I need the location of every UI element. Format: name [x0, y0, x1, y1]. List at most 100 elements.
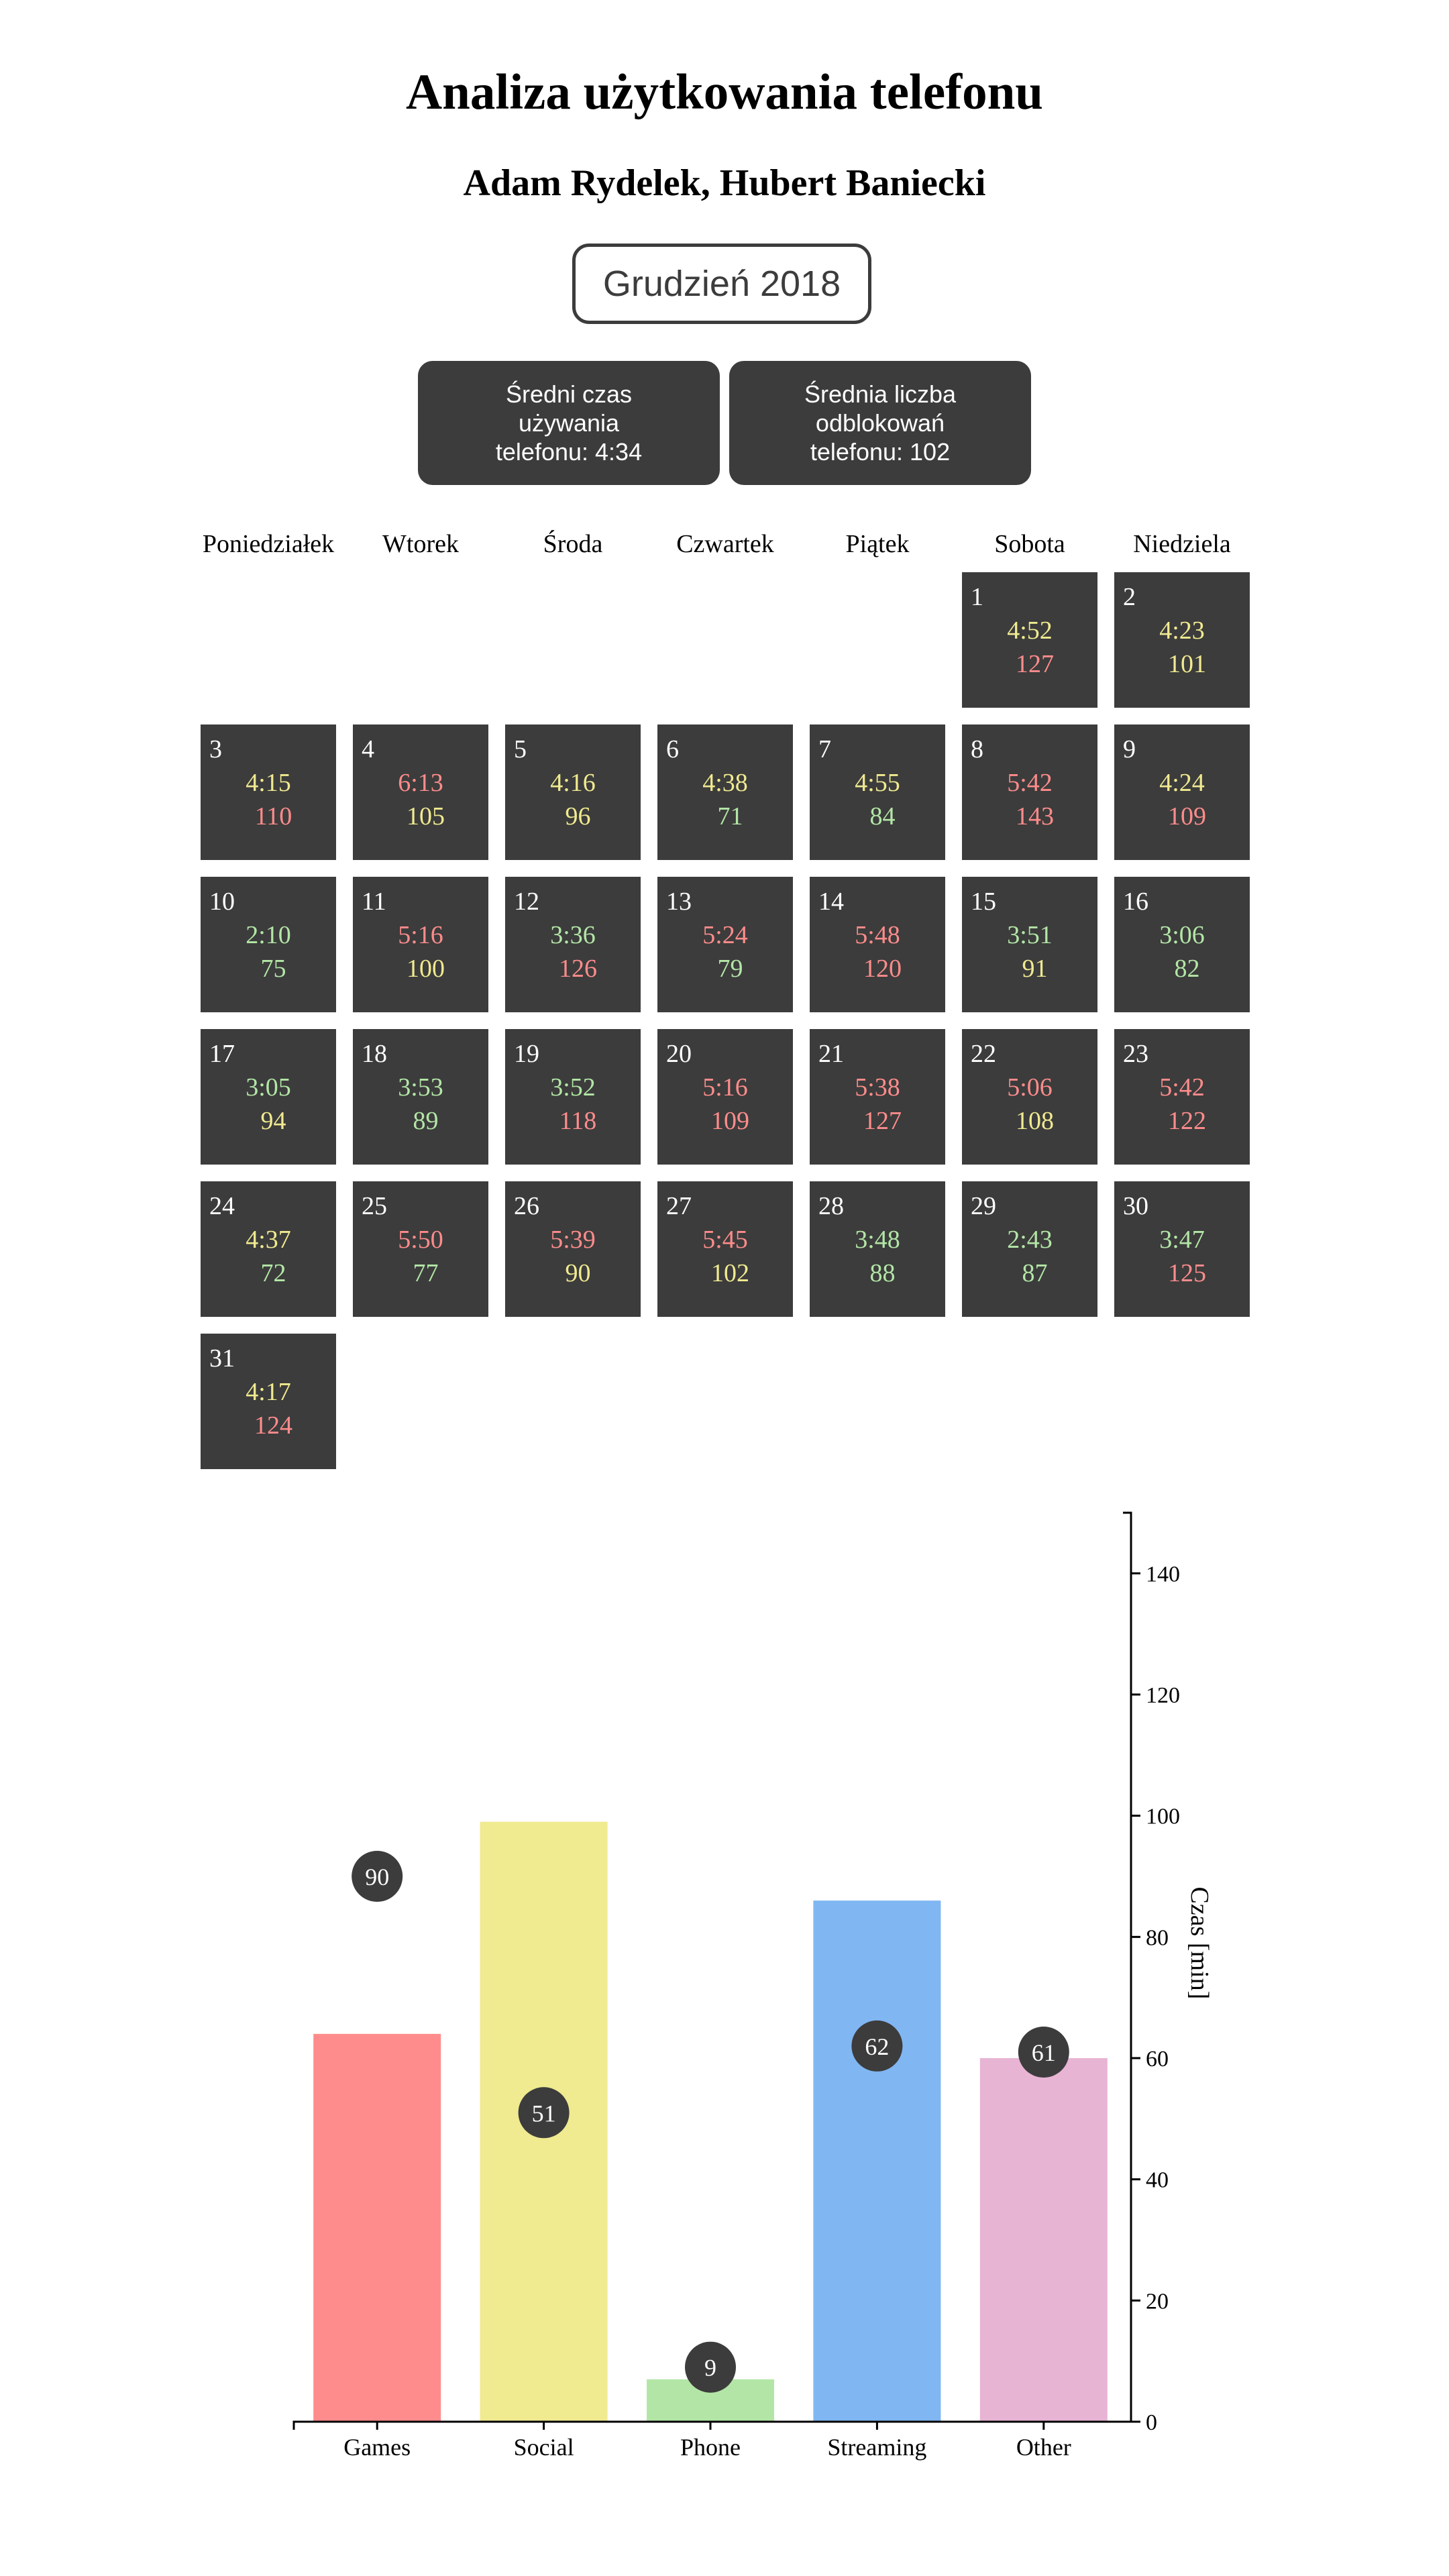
calendar-day-tile[interactable]: 20 5:16 109 [657, 1029, 793, 1165]
day-usage-time: 4:37 [246, 1226, 291, 1254]
calendar-day-tile[interactable]: 31 4:17 124 [201, 1334, 336, 1469]
day-number: 6 [666, 735, 679, 763]
day-unlock-count: 96 [565, 802, 591, 830]
day-unlock-count: 102 [711, 1259, 749, 1287]
value-bubble-label: 51 [532, 2100, 556, 2127]
day-usage-time: 4:15 [246, 769, 291, 797]
day-unlock-count: 87 [1022, 1259, 1048, 1287]
day-usage-time: 3:36 [550, 921, 596, 949]
day-usage-time: 5:42 [1159, 1073, 1205, 1102]
weekday-label: Środa [543, 530, 603, 558]
calendar-day-tile[interactable]: 15 3:51 91 [962, 877, 1097, 1012]
day-usage-time: 3:48 [855, 1226, 900, 1254]
day-usage-time: 3:06 [1159, 921, 1205, 949]
day-usage-time: 2:10 [246, 921, 291, 949]
calendar-day-tile[interactable]: 18 3:53 89 [353, 1029, 488, 1165]
calendar-day-tile[interactable]: 13 5:24 79 [657, 877, 793, 1012]
day-number: 4 [362, 735, 374, 763]
day-usage-time: 5:48 [855, 921, 900, 949]
value-bubble [851, 2020, 903, 2072]
day-unlock-count: 72 [260, 1259, 286, 1287]
x-tick-label: Streaming [827, 2434, 926, 2461]
calendar-day-tile[interactable]: 30 3:47 125 [1114, 1181, 1250, 1317]
calendar-day-tile[interactable]: 14 5:48 120 [810, 877, 945, 1012]
day-number: 10 [209, 888, 235, 916]
calendar-day-tile[interactable]: 6 4:38 71 [657, 724, 793, 860]
calendar-day-tile[interactable]: 11 5:16 100 [353, 877, 488, 1012]
y-tick-label: 140 [1146, 1562, 1180, 1587]
month-selector-button[interactable]: Grudzień 2018 [572, 244, 871, 324]
weekday-label: Poniedziałek [202, 530, 335, 558]
day-unlock-count: 77 [413, 1259, 439, 1287]
day-unlock-count: 82 [1174, 955, 1200, 983]
day-number: 27 [666, 1192, 692, 1220]
day-number: 5 [514, 735, 527, 763]
calendar-day-tile[interactable]: 17 3:05 94 [201, 1029, 336, 1165]
day-usage-time: 3:51 [1007, 921, 1053, 949]
y-axis-label: Czas [min] [1185, 1886, 1214, 1999]
day-usage-time: 4:55 [855, 769, 900, 797]
calendar-day-tile[interactable]: 16 3:06 82 [1114, 877, 1250, 1012]
value-bubble [352, 1851, 403, 1902]
calendar-day-tile[interactable]: 23 5:42 122 [1114, 1029, 1250, 1165]
day-number: 3 [209, 735, 222, 763]
calendar-day-tile[interactable]: 12 3:36 126 [505, 877, 641, 1012]
calendar-day-tile[interactable]: 25 5:50 77 [353, 1181, 488, 1317]
y-tick-label: 0 [1146, 2410, 1157, 2435]
x-tick-label: Phone [680, 2434, 741, 2461]
calendar-day-tile[interactable]: 7 4:55 84 [810, 724, 945, 860]
avg-time-text: Średni czas używania telefonu: 4:34 [495, 380, 643, 466]
bar-games [313, 2033, 441, 2422]
weekday-label: Niedziela [1133, 530, 1231, 558]
day-usage-time: 5:38 [855, 1073, 900, 1102]
value-bubble-label: 9 [704, 2355, 716, 2381]
day-unlock-count: 101 [1168, 650, 1206, 678]
weekday-label: Wtorek [382, 530, 459, 558]
calendar-day-tile[interactable]: 24 4:37 72 [201, 1181, 336, 1317]
day-unlock-count: 127 [1016, 650, 1054, 678]
x-tick-label: Other [1016, 2434, 1071, 2461]
day-unlock-count: 79 [717, 955, 743, 983]
day-number: 2 [1123, 583, 1136, 611]
day-unlock-count: 120 [863, 955, 902, 983]
day-unlock-count: 126 [559, 955, 597, 983]
day-number: 28 [818, 1192, 844, 1220]
calendar-day-tile[interactable]: 26 5:39 90 [505, 1181, 641, 1317]
calendar-day-tile[interactable]: 4 6:13 105 [353, 724, 488, 860]
calendar-day-tile[interactable]: 21 5:38 127 [810, 1029, 945, 1165]
calendar-day-tile[interactable]: 3 4:15 110 [201, 724, 336, 860]
avg-unlocks-text: Średnia liczba odblokowań telefonu: 102 [804, 380, 957, 466]
calendar-day-tile[interactable]: 10 2:10 75 [201, 877, 336, 1012]
value-bubble [1018, 2026, 1069, 2078]
calendar-day-tile[interactable]: 27 5:45 102 [657, 1181, 793, 1317]
y-tick-label: 120 [1146, 1683, 1180, 1708]
day-unlock-count: 122 [1168, 1107, 1206, 1135]
avg-time-card: Średni czas używania telefonu: 4:34 [418, 361, 720, 485]
day-unlock-count: 118 [559, 1107, 597, 1135]
day-number: 26 [514, 1192, 539, 1220]
calendar-day-tile[interactable]: 1 4:52 127 [962, 572, 1097, 708]
value-bubble-label: 61 [1032, 2039, 1056, 2066]
day-number: 17 [209, 1040, 235, 1068]
y-tick-label: 100 [1146, 1805, 1180, 1829]
x-axis-line [292, 2420, 1131, 2430]
weekday-label: Czwartek [676, 530, 774, 558]
day-usage-time: 3:52 [550, 1073, 596, 1102]
bar-streaming [813, 1900, 941, 2422]
day-usage-time: 5:24 [702, 921, 748, 949]
day-unlock-count: 90 [565, 1259, 591, 1287]
calendar-day-tile[interactable]: 5 4:16 96 [505, 724, 641, 860]
calendar-day-tile[interactable]: 19 3:52 118 [505, 1029, 641, 1165]
calendar-day-tile[interactable]: 22 5:06 108 [962, 1029, 1097, 1165]
day-unlock-count: 127 [863, 1107, 902, 1135]
day-usage-time: 5:06 [1007, 1073, 1053, 1102]
day-number: 29 [971, 1192, 996, 1220]
calendar-day-tile[interactable]: 28 3:48 88 [810, 1181, 945, 1317]
calendar-day-tile[interactable]: 9 4:24 109 [1114, 724, 1250, 860]
day-unlock-count: 108 [1016, 1107, 1054, 1135]
calendar-day-tile[interactable]: 29 2:43 87 [962, 1181, 1097, 1317]
day-usage-time: 2:43 [1007, 1226, 1053, 1254]
calendar-day-tile[interactable]: 8 5:42 143 [962, 724, 1097, 860]
calendar-day-tile[interactable]: 2 4:23 101 [1114, 572, 1250, 708]
